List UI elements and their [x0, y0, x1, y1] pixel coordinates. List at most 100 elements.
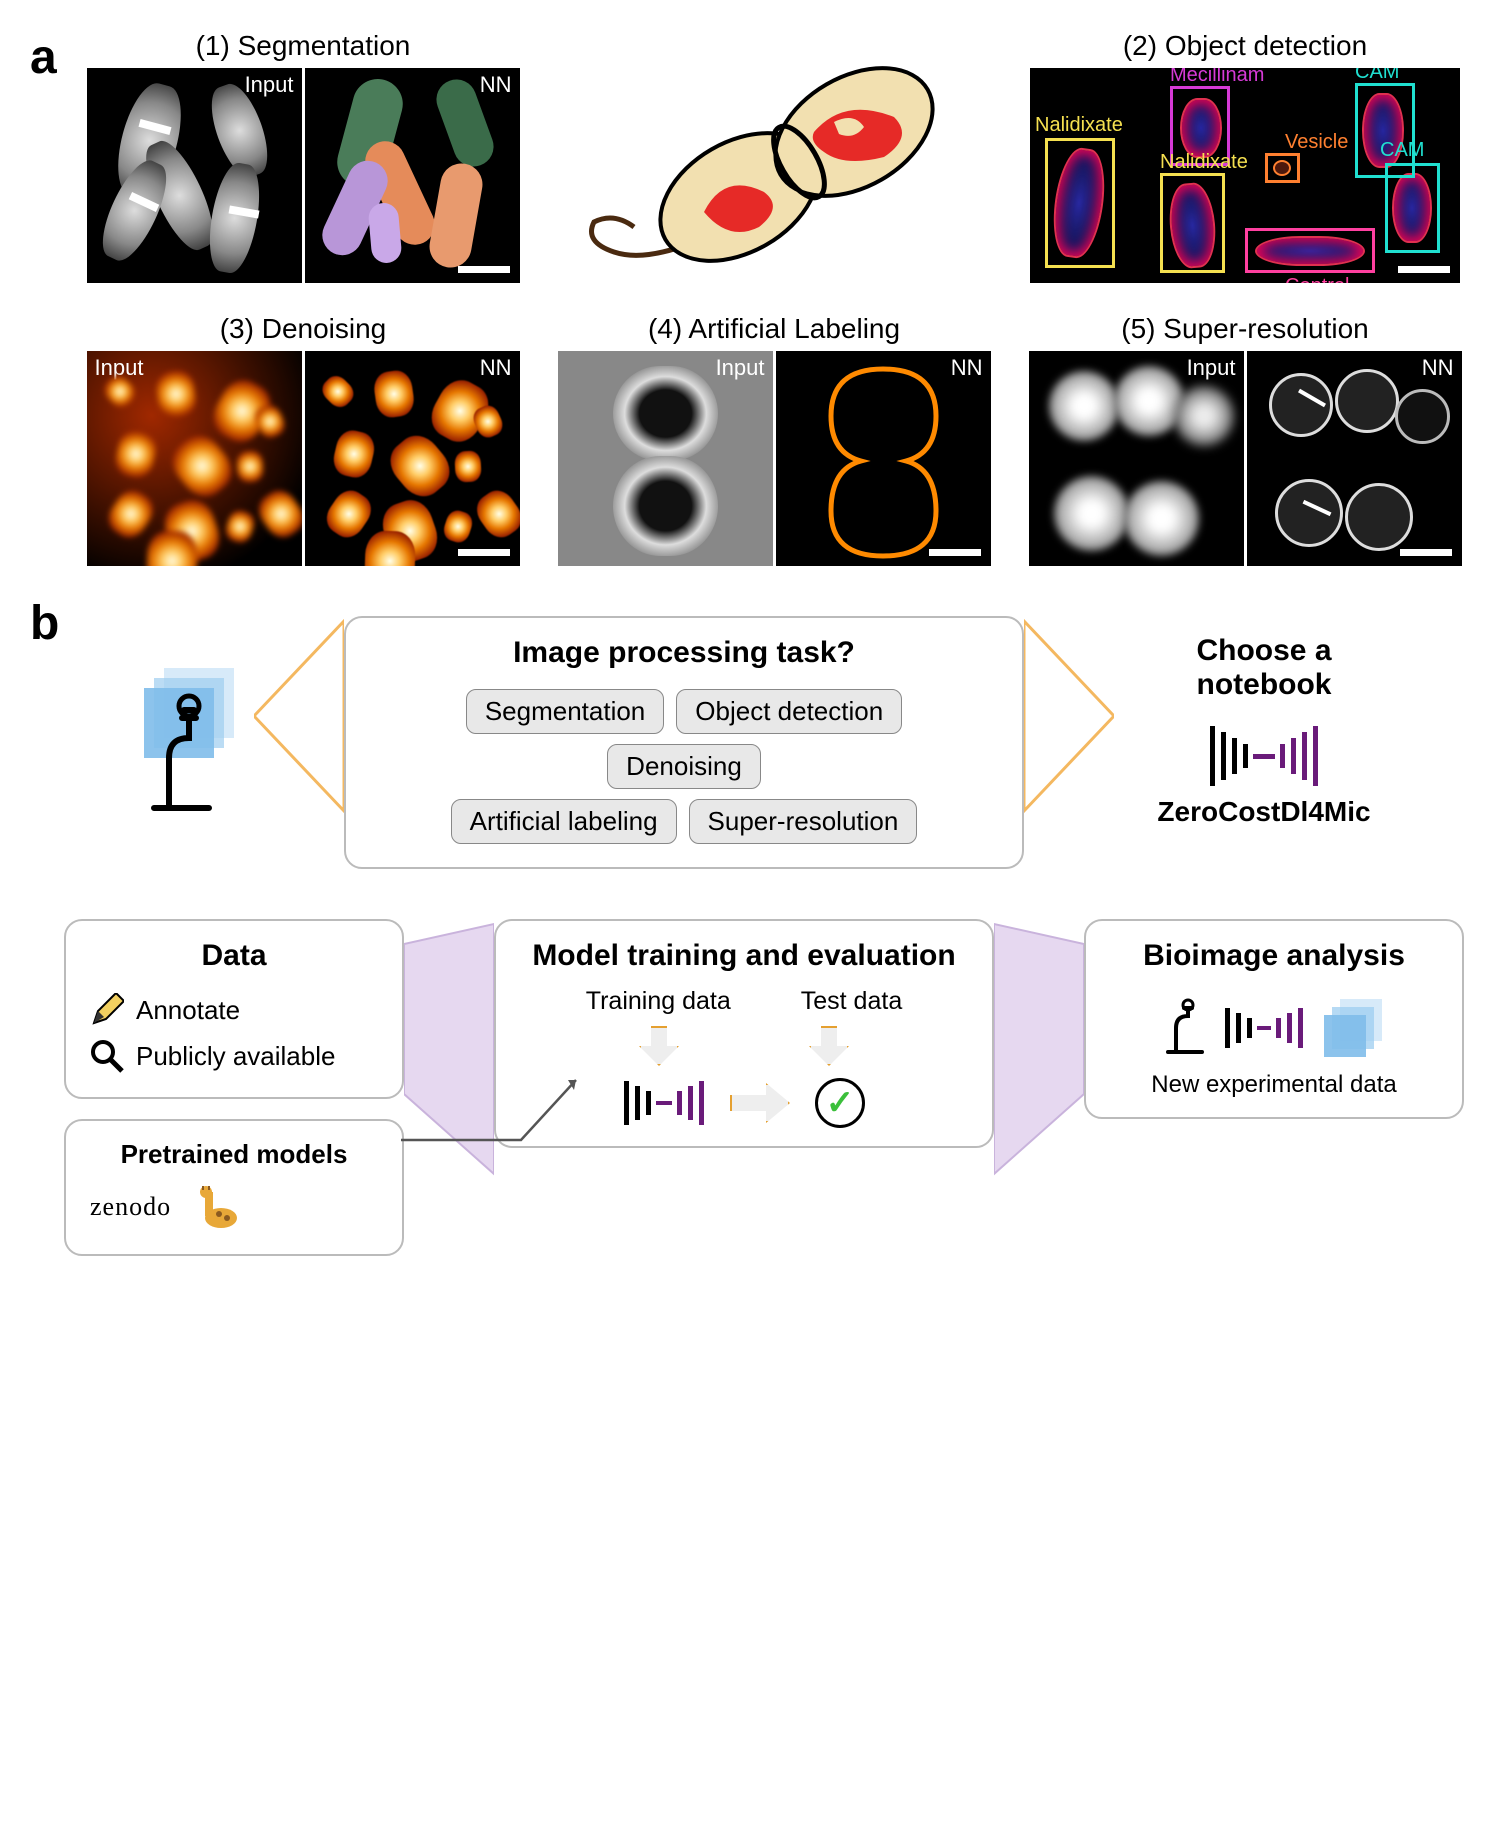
task-artificial-labeling: (4) Artificial Labeling Input NN	[551, 313, 997, 566]
segmentation-nn: NN	[305, 68, 520, 283]
unet-icon-small	[623, 1081, 705, 1125]
task-pill: Object detection	[676, 689, 902, 734]
detection-label: Nalidixate	[1035, 114, 1123, 137]
eval-card: Model training and evaluation Training d…	[494, 919, 994, 1148]
unet-icon-small	[1224, 1008, 1304, 1048]
detection-box	[1385, 163, 1440, 253]
denoise-blob	[163, 427, 240, 505]
pretrained-arrow	[401, 1060, 581, 1150]
task-grid: (1) Segmentation Input NN	[80, 30, 1468, 566]
scale-bar	[1398, 266, 1450, 273]
task-title: (1) Segmentation	[196, 30, 411, 62]
notebook-card: Choose a notebook ZeroCostDl4Mic	[1114, 616, 1414, 869]
scale-bar	[929, 549, 981, 556]
microscope-icon	[114, 616, 254, 869]
task-title: (3) Denoising	[220, 313, 387, 345]
detection-box	[1265, 153, 1300, 183]
denoise-blob	[154, 369, 198, 419]
flow-row-2: Data Annotate Publicly available Pretrai…	[60, 919, 1468, 1256]
input-label: Input	[1187, 355, 1236, 381]
arrow-right-icon	[730, 1083, 790, 1123]
data-card-title: Data	[201, 939, 266, 973]
task-pills: Segmentation Object detection Denoising Art…	[445, 684, 924, 849]
denoise-blob	[440, 508, 474, 546]
eval-title: Model training and evaluation	[532, 939, 955, 973]
task-object-detection: (2) Object detection Mecillinam CAM Nalidi…	[1022, 30, 1468, 283]
task-title: (2) Object detection	[1123, 30, 1367, 62]
check-icon: ✓	[815, 1078, 865, 1128]
scale-bar	[458, 549, 510, 556]
nn-label: NN	[951, 355, 983, 381]
detection-box	[1160, 173, 1225, 273]
pretrained-title: Pretrained models	[121, 1139, 348, 1170]
pencil-icon	[90, 993, 124, 1027]
denoise-blob	[454, 450, 482, 483]
bio-card: Bioimage analysis	[1084, 919, 1464, 1119]
arrow-down-icon	[639, 1026, 679, 1066]
pretrained-card: Pretrained models zenodo	[64, 1119, 404, 1256]
denoise-blob	[252, 484, 302, 543]
denoise-blob	[372, 369, 416, 419]
arrow-down-icon	[809, 1026, 849, 1066]
denoise-blob	[145, 530, 197, 566]
bio-subtitle: New experimental data	[1151, 1071, 1396, 1099]
bacteria-cartoon	[551, 30, 997, 283]
panel-a: a (1) Segmentation Input N	[30, 30, 1468, 566]
annotate-label: Annotate	[136, 995, 240, 1026]
unet-icon	[1209, 726, 1319, 786]
detection-label: CAM	[1355, 68, 1399, 84]
task-pill: Super-resolution	[689, 799, 918, 844]
task-title: (4) Artificial Labeling	[648, 313, 900, 345]
sr-nn: NN	[1247, 351, 1462, 566]
nn-label: NN	[480, 72, 512, 98]
segmented-cell	[367, 202, 402, 264]
denoise-blob	[112, 427, 159, 480]
flow-row-1: Image processing task? Segmentation Objec…	[60, 616, 1468, 869]
connector-left	[254, 616, 344, 816]
denoise-blob	[330, 427, 377, 480]
task-pill: Artificial labeling	[451, 799, 677, 844]
input-label: Input	[716, 355, 765, 381]
zenodo-label: zenodo	[90, 1192, 171, 1222]
detection-box	[1045, 138, 1115, 268]
panel-b: b Image processing task? SegmentationObj…	[30, 616, 1468, 1256]
notebook-title: Choose a notebook	[1138, 634, 1390, 702]
denoise-blob	[102, 484, 159, 543]
denoise-blob	[363, 530, 415, 566]
detection-label: Control	[1285, 275, 1349, 283]
connector-right	[1024, 616, 1114, 816]
task-card: Image processing task? Segmentation Objec…	[344, 616, 1024, 869]
task-pill: Segmentation	[466, 689, 664, 734]
public-label: Publicly available	[136, 1041, 335, 1072]
input-label: Input	[245, 72, 294, 98]
panel-b-label: b	[30, 596, 59, 651]
denoising-nn: NN	[305, 351, 520, 566]
task-super-resolution: (5) Super-resolution Input NN	[1022, 313, 1468, 566]
detection-label: CAM	[1380, 139, 1424, 162]
al-nn: NN	[776, 351, 991, 566]
nn-label: NN	[1422, 355, 1454, 381]
object-detection-image: MecillinamCAMNalidixateNalidixateVesicle…	[1030, 68, 1460, 283]
microscope-small-icon	[1160, 998, 1210, 1058]
denoising-input: Input	[87, 351, 302, 566]
denoise-blob	[320, 484, 377, 543]
bio-title: Bioimage analysis	[1143, 939, 1405, 973]
al-input: Input	[558, 351, 773, 566]
task-pill: Denoising	[607, 744, 761, 789]
denoise-blob	[236, 450, 264, 483]
nn-label: NN	[480, 355, 512, 381]
task-title: (5) Super-resolution	[1121, 313, 1368, 345]
task-card-title: Image processing task?	[513, 636, 855, 670]
panel-a-label: a	[30, 30, 57, 85]
bacteria-svg	[564, 62, 984, 282]
sr-input: Input	[1029, 351, 1244, 566]
task-denoising: (3) Denoising Input NN	[80, 313, 526, 566]
denoise-blob	[470, 484, 520, 543]
detection-label: Vesicle	[1285, 131, 1348, 154]
detection-label: Mecillinam	[1170, 68, 1264, 87]
search-icon	[90, 1039, 124, 1073]
data-card: Data Annotate Publicly available	[64, 919, 404, 1099]
segmented-cell	[426, 160, 486, 271]
segmentation-input: Input	[87, 68, 302, 283]
scale-bar	[1400, 549, 1452, 556]
